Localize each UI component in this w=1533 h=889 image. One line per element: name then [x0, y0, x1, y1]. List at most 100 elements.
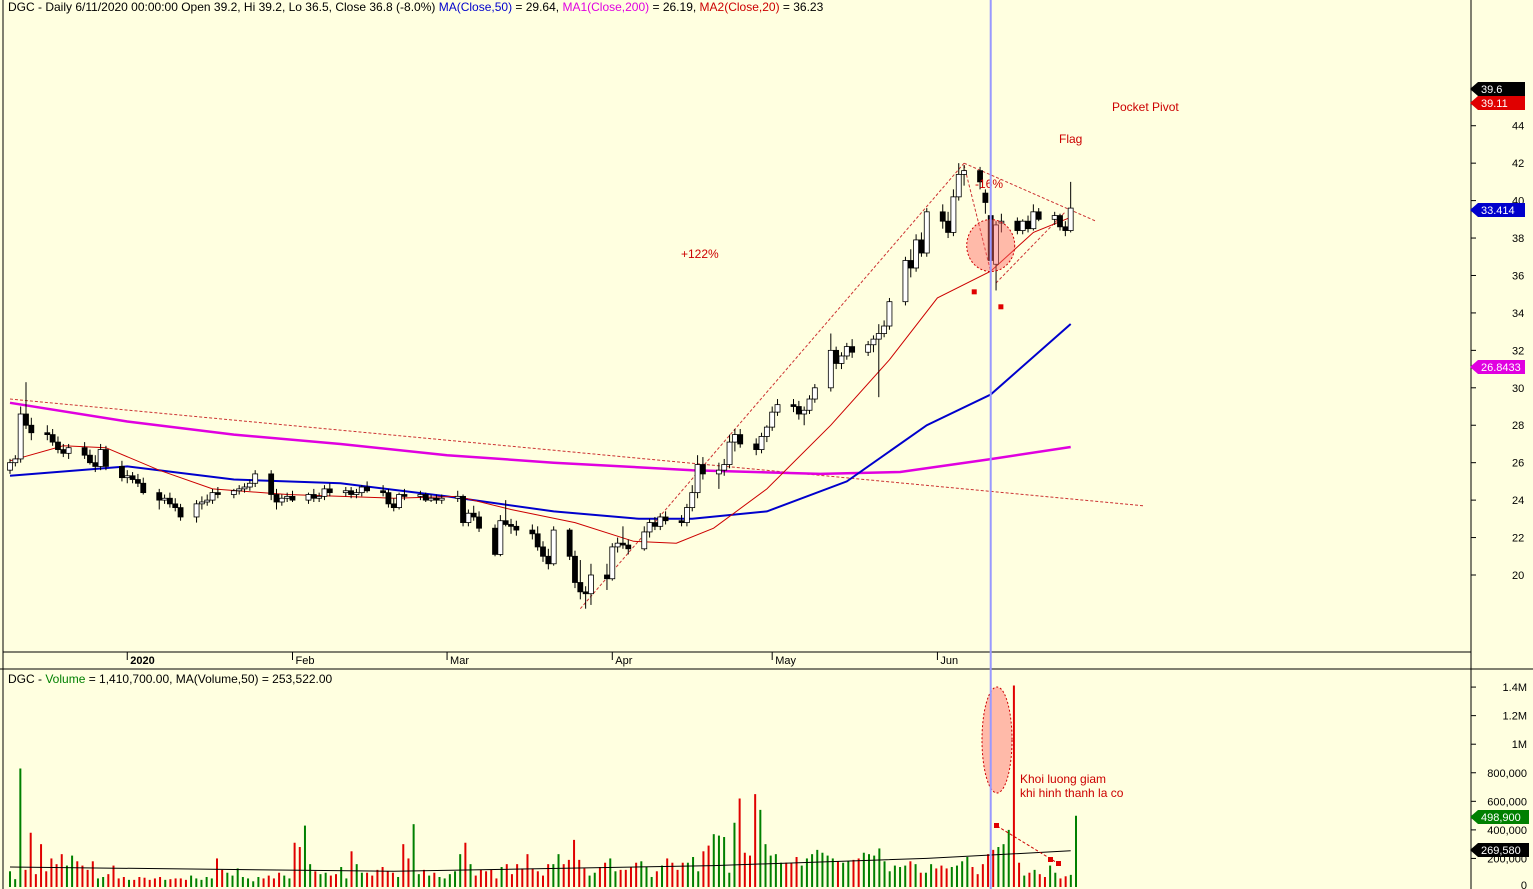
candle-up	[438, 497, 445, 501]
candle-up	[316, 495, 323, 499]
candle-down	[502, 520, 509, 525]
candle-up	[7, 462, 13, 471]
candle-up	[465, 512, 472, 523]
candle-up	[646, 522, 653, 533]
candle-up	[97, 449, 104, 467]
candle-down	[534, 533, 541, 548]
candle-down	[662, 516, 669, 522]
candle-down	[156, 492, 163, 501]
price-tag-box	[1470, 82, 1525, 96]
candle-up	[838, 355, 845, 364]
candle-up	[843, 346, 850, 357]
candle-down	[129, 475, 136, 480]
candle-down	[918, 239, 925, 254]
ma50-value: = 29.64,	[512, 0, 563, 14]
candle-down	[508, 524, 514, 527]
price-tick-label: 20	[1512, 570, 1524, 582]
candle-up	[993, 224, 999, 265]
ma200-value: = 26.19,	[649, 0, 700, 14]
candle-down	[103, 449, 109, 467]
volume-tick-label: 600,000	[1487, 796, 1527, 808]
candle-down	[529, 529, 536, 535]
candle-down	[577, 582, 584, 593]
ma20-value: = 36.23	[779, 0, 824, 14]
candle-down	[1014, 220, 1021, 231]
price-tick-label: 38	[1512, 233, 1524, 245]
price-tick-label: 42	[1512, 158, 1524, 170]
price-tick-label: 32	[1512, 345, 1524, 357]
candle-down	[273, 494, 280, 503]
price-tags: 39.6 39.11 33.414 26.8433	[1470, 82, 1525, 374]
candle-up	[12, 458, 19, 464]
annotations: +122% -16% Flag Pocket Pivot	[681, 100, 1179, 310]
volume-tick-zero: 0	[1521, 880, 1527, 889]
volume-tick-label: 800,000	[1487, 768, 1527, 780]
candle-up	[353, 492, 360, 495]
candle-up	[950, 196, 957, 233]
candle-up	[641, 531, 648, 550]
candle-down	[433, 497, 440, 501]
candle-up	[609, 546, 616, 580]
price-tag-box	[1470, 360, 1525, 374]
volume-marker-2	[1048, 857, 1053, 862]
candle-down	[540, 546, 546, 557]
candle-down	[620, 542, 626, 546]
candle-down	[385, 492, 392, 505]
price-tick-label: 34	[1512, 308, 1524, 320]
candle-down	[44, 432, 51, 435]
price-tick-label: 30	[1512, 383, 1524, 395]
price-tick-label: 36	[1512, 270, 1524, 282]
ma20-label: MA2(Close,20)	[699, 0, 780, 14]
candle-up	[715, 469, 722, 475]
candle-down	[678, 520, 685, 523]
candle-up	[428, 497, 434, 501]
candle-up	[321, 488, 328, 497]
candle-down	[982, 192, 989, 203]
candle-down	[28, 424, 35, 434]
candle-up	[305, 494, 312, 501]
candle-up	[246, 482, 253, 488]
candle-down	[939, 211, 946, 222]
candle-down	[753, 443, 760, 450]
pivot-marker-left	[971, 289, 977, 295]
price-tag-box	[1470, 203, 1525, 217]
candle-up	[811, 387, 818, 400]
volume-ma-line	[9, 850, 1071, 872]
price-tick-label: 26	[1512, 458, 1524, 470]
candle-up	[124, 475, 131, 479]
ma200-line	[9, 401, 1071, 476]
moving-averages	[9, 216, 1072, 544]
candle-down	[604, 574, 610, 580]
candle-down	[566, 529, 573, 557]
candle-down	[81, 447, 88, 456]
date-tick-label: Jun	[940, 655, 958, 667]
rally-line	[579, 162, 965, 610]
candle-down	[348, 490, 355, 495]
date-tick-label: Apr	[615, 655, 632, 667]
candle-up	[657, 516, 664, 527]
candle-up	[358, 486, 365, 494]
price-tag-value: 39.11	[1481, 98, 1508, 110]
candle-down	[625, 544, 632, 550]
candle-up	[684, 507, 690, 523]
candle-down	[492, 527, 498, 555]
pivot-marker-right	[998, 304, 1004, 310]
candle-up	[278, 497, 285, 503]
candle-down	[572, 555, 578, 583]
volume-header-sep: -	[34, 672, 46, 686]
candle-up	[955, 173, 962, 198]
candle-down	[476, 516, 482, 529]
volume-annotation-label: Khoi luong giam	[1020, 772, 1106, 786]
candle-down	[23, 413, 29, 426]
candle-down	[582, 591, 589, 595]
candle-up	[230, 490, 237, 495]
volume-tag-box	[1470, 810, 1529, 824]
candle-down	[422, 494, 429, 501]
candle-down	[55, 441, 61, 450]
date-tick-label: Feb	[295, 655, 314, 667]
candle-down	[700, 464, 706, 475]
candle-down	[513, 525, 520, 531]
ma50-line	[9, 323, 1072, 520]
